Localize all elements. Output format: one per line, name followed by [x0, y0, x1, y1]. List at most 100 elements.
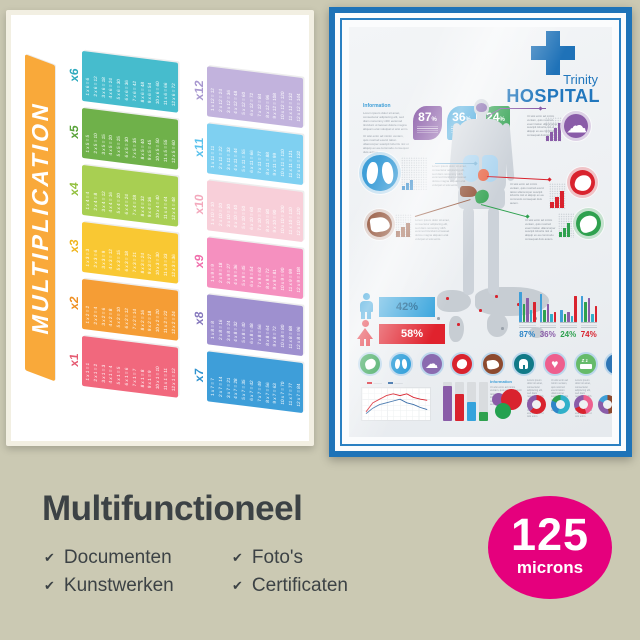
mult-equation: 3 x 8 = 24: [225, 320, 231, 342]
multiplication-title-banner: MULTIPLICATION: [25, 54, 55, 382]
mult-equation: 2 x 11 = 22: [217, 146, 223, 170]
mult-equation: 10 x 1 = 10: [155, 366, 161, 390]
mult-equation: 2 x 5 = 10: [92, 132, 98, 154]
apple-circle-icon: [604, 352, 612, 376]
brain-mini-chart: [545, 117, 562, 142]
lungs-mini-chart: [401, 157, 427, 191]
feature-item: ✔ Documenten: [44, 546, 232, 570]
mult-table-label: x2: [67, 295, 81, 311]
mult-table-label: x1: [67, 352, 81, 368]
mult-equation: 3 x 11 = 33: [225, 147, 231, 171]
mult-equation: 9 x 2 = 18: [147, 310, 153, 332]
product-heading: Multifunctioneel: [42, 489, 303, 528]
region-stat: 87%: [519, 292, 536, 339]
heart-circle-icon: [542, 352, 567, 376]
mult-equation: 12 x 10 = 120: [295, 207, 301, 236]
connector-diamond: [547, 176, 552, 182]
check-icon: ✔: [232, 578, 243, 593]
mult-equation: 9 x 4 = 36: [147, 196, 153, 218]
mult-equation: 11 x 9 = 99: [287, 268, 293, 292]
mult-equation: 10 x 11 = 110: [280, 148, 286, 177]
mult-equation: 12 x 8 = 96: [295, 326, 301, 350]
region-fine-lines: [580, 324, 597, 329]
mult-equation: 8 x 11 = 88: [264, 151, 270, 175]
mult-equation: 1 x 4 = 4: [85, 191, 90, 210]
mult-equation: 7 x 11 = 77: [256, 150, 262, 174]
region-bars: [580, 293, 597, 323]
mult-equation: 4 x 6 = 24: [108, 77, 114, 99]
mult-equation: 4 x 12 = 48: [233, 90, 239, 115]
mult-equation: 8 x 6 = 48: [139, 81, 145, 103]
mult-equation: 8 x 2 = 16: [139, 309, 145, 331]
mult-equation: 4 x 1 = 4: [108, 365, 114, 384]
mult-table-x11: x11 1 x 11 = 11 2 x 11 = 22 3 x 11 = 33 4 x …: [192, 121, 303, 186]
feature-item: ✔ Kunstwerken: [44, 574, 232, 598]
thickness-unit: microns: [516, 558, 584, 577]
legend-item: ———: [387, 381, 403, 385]
mult-equation: 5 x 10 = 50: [241, 205, 247, 230]
feature-label: Kunstwerken: [63, 575, 174, 596]
liver-icon: [486, 358, 500, 370]
mult-equation: 9 x 10 = 90: [272, 209, 278, 233]
mult-equation: 1 x 10 = 10: [210, 201, 215, 226]
body-brain: [476, 103, 487, 112]
mult-equation: 12 x 2 = 24: [170, 310, 176, 335]
fine-print: Lorem ipsum dolor sit amet, consectetur …: [363, 111, 409, 131]
mult-equation: 4 x 4 = 16: [108, 191, 114, 213]
mult-equation: 5 x 4 = 20: [116, 192, 122, 214]
fine-print: Ut wisi enim ad minim veniam, quis nostr…: [363, 134, 409, 154]
mult-equation: 5 x 9 = 45: [241, 265, 247, 287]
region-fine-lines: [539, 324, 556, 329]
mult-equation: 5 x 1 = 5: [116, 366, 122, 385]
mult-equation: 8 x 9 = 72: [264, 268, 270, 289]
mult-equation: 3 x 6 = 18: [100, 76, 106, 98]
stomach-note: Ut wisi enim ad minim veniam, quis nostr…: [525, 218, 556, 241]
mult-table-label: x5: [67, 124, 81, 140]
mult-equation: 3 x 2 = 6: [100, 307, 106, 326]
mult-equation: 2 x 2 = 4: [92, 306, 98, 325]
mult-equation: 4 x 2 = 8: [108, 308, 114, 327]
mult-equation: 2 x 8 = 16: [217, 319, 223, 341]
lungs-icon: [395, 359, 407, 369]
mult-equation: 6 x 5 = 30: [123, 136, 129, 158]
stomach-circle-icon: [358, 352, 382, 376]
mult-equation: 9 x 3 = 27: [147, 253, 153, 275]
mult-equation: 7 x 1 = 7: [131, 368, 137, 387]
mult-equation: 10 x 7 = 70: [280, 381, 286, 405]
gauge-fill: [467, 401, 476, 421]
mult-equation: 1 x 2 = 2: [85, 305, 90, 324]
region-fine-lines: [560, 324, 577, 329]
male-icon: [357, 293, 375, 319]
mult-table-x12: x12 1 x 12 = 12 2 x 12 = 24 3 x 12 = 36 4 x …: [192, 64, 303, 129]
mult-table-label: x7: [192, 367, 206, 383]
percentage-badge: 87%: [413, 106, 442, 140]
heart-circle-icon: [570, 170, 595, 195]
mult-equation: 12 x 7 = 84: [295, 383, 301, 407]
feature-label: Foto's: [251, 547, 304, 568]
mult-equation: 11 x 10 = 110: [287, 206, 293, 235]
mult-equation: 7 x 4 = 28: [131, 194, 137, 216]
mult-equation: 7 x 8 = 56: [256, 324, 262, 345]
mult-equation: 11 x 1 = 11: [162, 367, 168, 391]
region-bars: [539, 293, 556, 323]
mult-equation: 7 x 9 = 63: [256, 267, 262, 288]
mult-table-bar: 1 x 12 = 12 2 x 12 = 24 3 x 12 = 36 4 x 12 …: [207, 66, 303, 129]
mult-table-label: x3: [67, 238, 81, 254]
feature-item: ✔ Foto's: [232, 546, 348, 570]
mult-equation: 10 x 3 = 30: [155, 252, 161, 276]
liver-mini-chart: [395, 214, 412, 238]
line-chart: [361, 387, 431, 421]
mult-equation: 7 x 10 = 70: [256, 207, 262, 231]
mult-equation: 3 x 3 = 9: [100, 250, 106, 269]
mult-equation: 1 x 6 = 6: [85, 77, 90, 96]
mult-equation: 3 x 4 = 12: [100, 190, 106, 212]
mult-equation: 2 x 4 = 8: [92, 192, 98, 211]
mult-table-label: x6: [67, 67, 81, 83]
check-icon: ✔: [44, 578, 55, 593]
